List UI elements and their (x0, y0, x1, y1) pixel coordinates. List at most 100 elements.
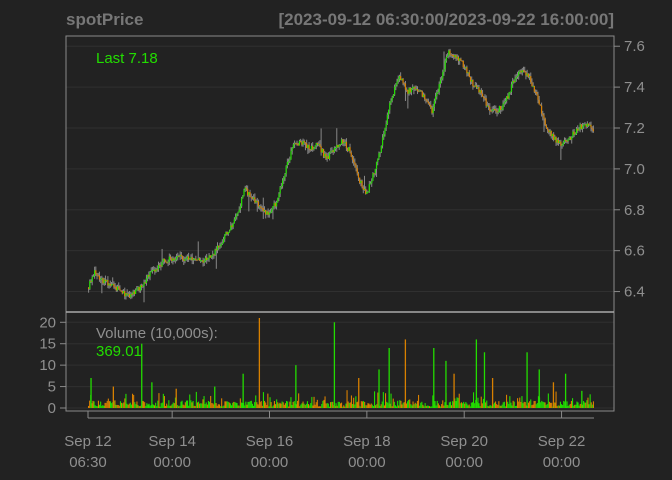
price-candle-body (226, 231, 228, 235)
price-candle-body (563, 139, 566, 143)
price-candle-body (556, 139, 558, 143)
price-candle-body (222, 239, 225, 244)
price-candle-body (428, 103, 431, 105)
price-candle-body (404, 83, 407, 90)
price-candle-body (426, 100, 428, 102)
price-candle-body (90, 280, 92, 282)
price-candle-body (143, 282, 145, 286)
price-candle-body (368, 184, 370, 192)
volume-last-value: 369.01 (96, 343, 142, 360)
price-candle-body (237, 212, 239, 214)
price-candle-body (460, 58, 462, 61)
price-candle-body (456, 56, 458, 59)
price-candle-body (253, 197, 255, 199)
price-candle-body (118, 286, 120, 289)
price-candle-body (519, 70, 521, 72)
price-candle-body (181, 255, 184, 260)
price-candle-body (518, 71, 520, 76)
price-candle-body (530, 76, 532, 83)
price-tick-label: 7.6 (624, 38, 645, 55)
price-candle-body (500, 106, 502, 110)
price-candle-body (96, 273, 98, 276)
price-candle-body (427, 101, 429, 104)
price-candle-body (91, 276, 93, 282)
price-candle-body (297, 143, 299, 146)
price-candle-body (101, 278, 103, 280)
price-candle-body (391, 97, 393, 101)
price-candle-body (501, 109, 503, 111)
price-candle-body (194, 258, 196, 260)
price-tick-label: 7.4 (624, 79, 645, 96)
price-candle-body (483, 96, 485, 99)
price-candle-body (574, 133, 576, 135)
price-candle-body (472, 79, 474, 87)
price-candle-body (578, 129, 580, 131)
price-candle-body (420, 90, 422, 92)
price-candle-body (134, 289, 137, 295)
price-candle-body (357, 173, 360, 178)
price-candle-body (244, 187, 246, 190)
price-candle-body (590, 124, 592, 128)
volume-series (88, 318, 595, 408)
price-candle-body (536, 91, 538, 95)
price-candle-body (353, 159, 355, 163)
price-candle-body (291, 147, 293, 151)
price-candle-body (145, 278, 148, 283)
time-tick-label: Sep 14 (148, 433, 196, 450)
price-candle-body (283, 177, 285, 181)
price-candle-body (495, 109, 497, 111)
price-candle-body (585, 124, 587, 127)
price-candle-body (448, 50, 450, 56)
price-candle-body (287, 161, 290, 163)
price-candle-body (161, 261, 163, 267)
price-candle-body (306, 143, 308, 149)
price-candle-body (171, 258, 173, 262)
price-candle-body (359, 177, 361, 183)
price-candle-body (571, 136, 573, 140)
price-candle-body (213, 254, 215, 256)
price-candle-body (581, 126, 584, 129)
volume-tick-label: 15 (39, 336, 56, 353)
price-candle-body (350, 152, 352, 157)
price-candle-body (566, 140, 568, 142)
price-candle-body (465, 67, 467, 69)
price-candle-body (100, 278, 102, 280)
price-candle-body (466, 67, 468, 74)
price-candle-body (319, 144, 321, 147)
price-candle-body (361, 180, 363, 188)
price-candle-body (333, 148, 335, 153)
price-candle-body (415, 89, 417, 91)
price-candle-body (320, 146, 322, 153)
price-candle-body (257, 201, 260, 207)
price-candle-body (403, 83, 405, 85)
price-candle-body (421, 91, 423, 97)
price-candle-body (114, 286, 116, 288)
price-candle-body (302, 140, 304, 145)
price-candle-body (383, 134, 385, 138)
price-candle-body (379, 152, 381, 154)
price-candle-body (314, 145, 316, 149)
price-candle-body (528, 76, 531, 78)
price-candle-body (440, 78, 443, 81)
price-candle-body (263, 210, 266, 212)
price-candle-body (156, 269, 158, 271)
price-candle-body (554, 136, 556, 140)
price-candle-body (210, 255, 213, 258)
price-candle-body (202, 260, 204, 263)
price-candle-body (113, 283, 115, 287)
price-candle-body (272, 206, 274, 210)
price-candle-body (153, 269, 155, 271)
price-candle-body (434, 96, 437, 101)
price-candle-body (575, 128, 578, 134)
price-candle-body (290, 150, 292, 160)
price-candle-body (561, 144, 563, 146)
price-candle-body (540, 105, 543, 114)
volume-axis: 0 5 10 15 20 (39, 314, 66, 417)
price-candle-body (268, 212, 270, 215)
price-candle-body (273, 203, 275, 207)
time-tick-sublabel: 00:00 (543, 454, 581, 471)
price-candle-body (137, 286, 139, 290)
price-candle-body (106, 280, 108, 282)
price-candle-body (547, 127, 549, 131)
price-candle-body (336, 144, 338, 148)
